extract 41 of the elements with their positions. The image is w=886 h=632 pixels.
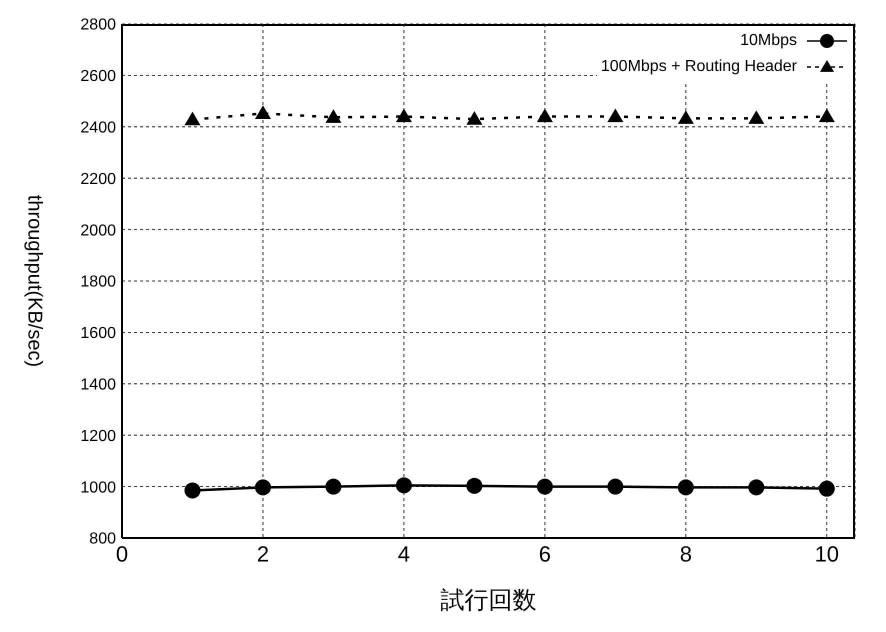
point: [818, 480, 835, 497]
point: [396, 108, 412, 122]
y-tick-label: 1600: [80, 325, 116, 342]
y-tick-label: 2000: [80, 222, 116, 240]
point: [536, 108, 553, 122]
point: [748, 110, 764, 124]
y-tick-label: 1400: [80, 376, 116, 394]
point: [325, 478, 342, 495]
point: [254, 479, 271, 496]
y-axis-title: throughput(KB/sec): [22, 194, 46, 368]
y-tick-label: 2600: [80, 68, 116, 86]
point: [607, 478, 624, 495]
point: [536, 478, 553, 495]
point: [254, 105, 271, 120]
y-tick-label: 1800: [80, 274, 116, 291]
x-tick-label: 2: [256, 542, 270, 567]
y-tick-label: 1200: [80, 428, 116, 445]
point: [466, 478, 482, 494]
point: [748, 479, 764, 496]
point: [396, 477, 412, 494]
point: [678, 479, 694, 496]
x-tick-label: 6: [538, 542, 552, 567]
point: [607, 108, 624, 122]
point: [184, 112, 200, 126]
point: [184, 482, 200, 498]
x-tick-label: 0: [116, 542, 128, 567]
x-tick-label: 10: [814, 542, 840, 567]
y-tick-label: 2400: [80, 119, 116, 136]
point: [466, 111, 482, 125]
y-tick-label: 1000: [80, 479, 116, 496]
point: [678, 110, 694, 124]
y-tick-label: 2200: [80, 170, 116, 188]
point: [325, 109, 342, 123]
point: [818, 108, 835, 122]
x-axis-title: 試行回数: [440, 586, 536, 616]
legend-label: 10Mbps: [740, 32, 797, 50]
x-tick-label: 4: [398, 542, 410, 567]
y-tick-label: 800: [89, 530, 116, 548]
y-tick-label: 2800: [80, 16, 116, 34]
x-tick-label: 8: [680, 542, 692, 567]
legend-label: 100Mbps + Routing Header: [600, 58, 797, 76]
